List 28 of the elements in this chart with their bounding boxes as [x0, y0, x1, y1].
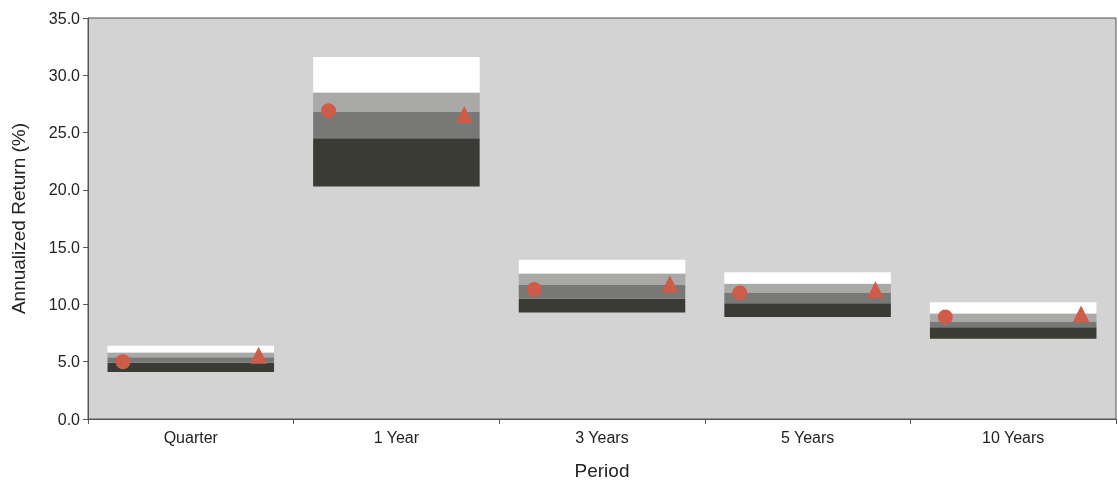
y-tick-label: 5.0: [57, 353, 81, 371]
bar: [313, 138, 480, 187]
y-axis-title: Annualized Return (%): [8, 122, 29, 315]
x-tick-label: 3 Years: [575, 428, 629, 446]
x-tick-label: 5 Years: [780, 428, 835, 446]
x-tick-label: Quarter: [163, 428, 219, 446]
bar: [518, 273, 686, 285]
y-tick-label: 10.0: [48, 295, 81, 313]
y-tick-label: 0.0: [57, 410, 81, 428]
bar: [929, 302, 1097, 314]
y-tick-label: 25.0: [48, 124, 81, 142]
y-tick-label: 30.0: [48, 66, 81, 84]
bar: [313, 56, 480, 93]
bar: [313, 92, 480, 112]
bar: [724, 272, 891, 284]
bar: [107, 362, 275, 373]
y-tick-label: 20.0: [48, 181, 81, 199]
bar: [313, 111, 480, 139]
x-tick-label: 10 Years: [982, 428, 1045, 446]
bar: [724, 303, 891, 318]
bar: [929, 327, 1097, 339]
x-tick-label: 1 Year: [373, 428, 420, 446]
x-axis-title: Period: [574, 460, 630, 481]
y-tick-label: 15.0: [48, 238, 81, 256]
y-tick-label: 35.0: [48, 9, 81, 27]
bar: [518, 298, 686, 313]
bar: [518, 259, 686, 274]
bar: [107, 345, 275, 353]
